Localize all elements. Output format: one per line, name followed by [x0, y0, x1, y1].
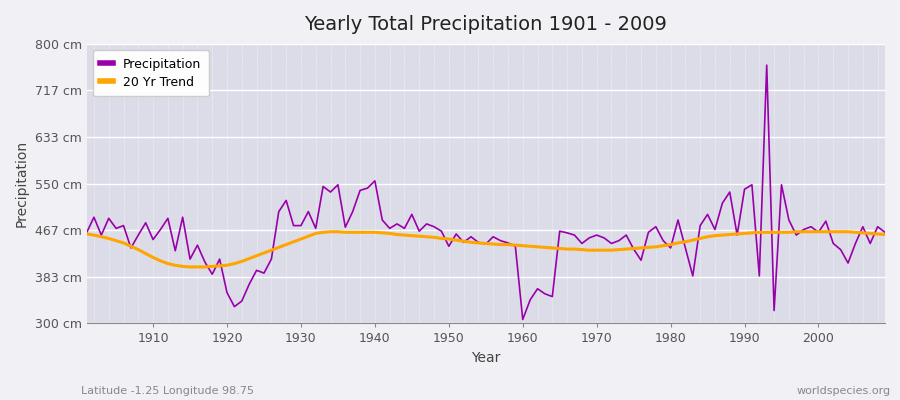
20 Yr Trend — [621, 247, 632, 252]
X-axis label: Year: Year — [471, 351, 500, 365]
Y-axis label: Precipitation: Precipitation — [15, 140, 29, 227]
Precipitation — [518, 317, 528, 322]
Precipitation — [525, 298, 535, 302]
20 Yr Trend — [879, 232, 890, 237]
20 Yr Trend — [532, 244, 543, 249]
Precipitation — [614, 238, 625, 243]
Precipitation — [347, 209, 358, 214]
Line: 20 Yr Trend: 20 Yr Trend — [86, 232, 885, 267]
20 Yr Trend — [325, 229, 336, 234]
Precipitation — [81, 230, 92, 235]
Legend: Precipitation, 20 Yr Trend: Precipitation, 20 Yr Trend — [93, 50, 209, 96]
Precipitation — [303, 209, 314, 214]
20 Yr Trend — [140, 251, 151, 256]
20 Yr Trend — [81, 232, 92, 236]
Precipitation — [510, 244, 521, 249]
Text: Latitude -1.25 Longitude 98.75: Latitude -1.25 Longitude 98.75 — [81, 386, 254, 396]
Text: worldspecies.org: worldspecies.org — [796, 386, 891, 396]
Precipitation — [140, 220, 151, 225]
Line: Precipitation: Precipitation — [86, 65, 885, 320]
Title: Yearly Total Precipitation 1901 - 2009: Yearly Total Precipitation 1901 - 2009 — [304, 15, 667, 34]
Precipitation — [761, 63, 772, 68]
20 Yr Trend — [362, 230, 373, 235]
Precipitation — [879, 230, 890, 235]
20 Yr Trend — [310, 231, 321, 236]
20 Yr Trend — [184, 264, 195, 269]
20 Yr Trend — [525, 244, 535, 249]
